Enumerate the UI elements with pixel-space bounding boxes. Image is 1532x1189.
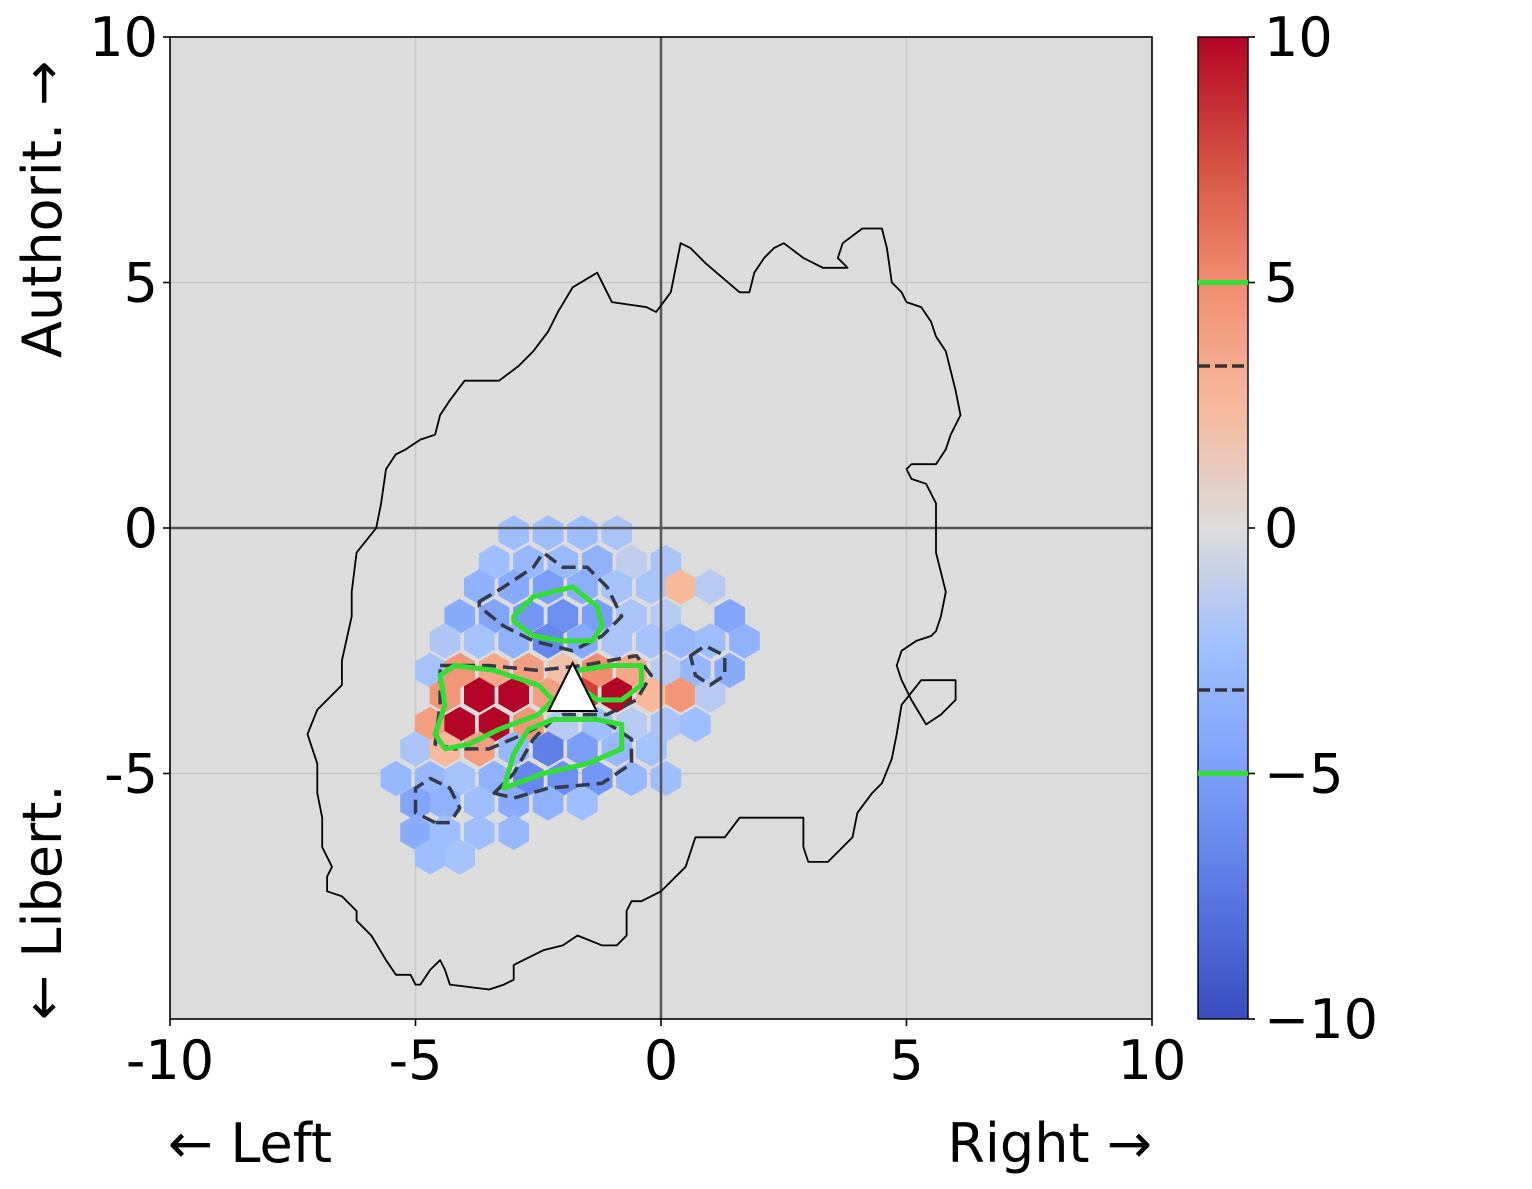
hex-cell xyxy=(694,569,726,605)
hex-cell xyxy=(694,623,726,659)
hex-cell xyxy=(444,652,475,689)
colorbar-tick-label: 10 xyxy=(1264,6,1333,69)
hex-cell xyxy=(380,760,412,797)
hex-cell xyxy=(498,677,529,713)
y-tick-label: 10 xyxy=(89,6,158,69)
hex-cell xyxy=(567,515,598,551)
hex-cell xyxy=(650,652,682,689)
hex-cell xyxy=(581,652,613,689)
hex-cell xyxy=(601,623,633,659)
colorbar-tick-label: 5 xyxy=(1264,252,1298,315)
x-axis-label-right: Right → xyxy=(947,1112,1152,1175)
triangle-marker-shape xyxy=(547,660,599,713)
triangle-marker xyxy=(547,660,599,713)
hex-cell xyxy=(464,785,495,821)
contour-dashed xyxy=(477,550,624,653)
hex-cell xyxy=(650,706,682,743)
hex-cell xyxy=(498,569,529,605)
x-ticks: -10 -5 0 5 10 xyxy=(126,1019,1186,1092)
hex-cell xyxy=(665,677,696,713)
hex-cell xyxy=(478,544,510,580)
hex-cell xyxy=(414,652,446,689)
hex-cell xyxy=(567,731,598,767)
hex-cell xyxy=(581,760,613,797)
colorbar-tick-label: −5 xyxy=(1264,743,1344,806)
hex-cell xyxy=(444,706,475,743)
x-tick-label: -5 xyxy=(389,1029,443,1092)
hex-cell xyxy=(444,598,475,635)
contour-dashed xyxy=(433,653,653,751)
hex-cell xyxy=(498,814,529,851)
hex-cell xyxy=(429,623,461,659)
hex-cell xyxy=(714,598,745,635)
hex-cell xyxy=(650,598,682,635)
hex-cell xyxy=(729,623,760,659)
contour-solid-green xyxy=(501,717,625,791)
hex-cell xyxy=(680,706,711,743)
distribution-outline xyxy=(306,227,962,991)
hex-cell xyxy=(601,677,633,713)
zero-axis-lines xyxy=(170,37,1152,1019)
hex-cell xyxy=(665,623,696,659)
colorbar xyxy=(1197,36,1249,1020)
y-tick-label: 0 xyxy=(124,497,158,560)
x-tick-label: 10 xyxy=(1118,1029,1187,1092)
hex-cell xyxy=(464,623,495,659)
colorbar-tick-label: 0 xyxy=(1264,497,1298,560)
contour-solid-green xyxy=(432,663,556,752)
y-ticks: -5 0 5 10 xyxy=(89,6,170,806)
outline-path xyxy=(306,227,962,991)
colorbar-ticks: 10 5 0 −5 −10 xyxy=(1248,6,1378,1051)
x-tick-label: -10 xyxy=(126,1029,214,1092)
hex-cell xyxy=(414,839,446,875)
hex-cell xyxy=(547,544,579,580)
hex-cell xyxy=(601,569,633,605)
hex-cell xyxy=(532,515,564,551)
hex-cell xyxy=(567,785,598,821)
hex-cell xyxy=(601,515,633,551)
hex-cell xyxy=(498,515,529,551)
colorbar-tick-label: −10 xyxy=(1264,988,1378,1051)
hex-cell xyxy=(635,569,667,605)
contour-dashed xyxy=(492,717,634,800)
hex-cell xyxy=(665,569,696,605)
hex-cell xyxy=(532,731,564,767)
hex-cell xyxy=(464,731,495,767)
hex-cell xyxy=(635,623,667,659)
y-tick-label: 5 xyxy=(124,252,158,315)
x-tick-label: 0 xyxy=(644,1029,678,1092)
contour-lines xyxy=(413,550,727,825)
contour-dashed xyxy=(413,776,462,825)
y-axis-label-top: Authorit. → xyxy=(11,60,74,358)
hex-cell xyxy=(650,760,682,797)
hex-cell xyxy=(547,598,579,635)
x-tick-label: 5 xyxy=(889,1029,923,1092)
hex-cell xyxy=(616,544,647,580)
hex-cell xyxy=(400,814,431,851)
contour-solid-green xyxy=(511,584,605,644)
hex-cell xyxy=(464,677,495,713)
hex-cell xyxy=(444,839,475,875)
hex-cell xyxy=(498,623,529,659)
y-tick-label: -5 xyxy=(104,743,158,806)
hex-cell xyxy=(532,785,564,821)
hex-cell xyxy=(464,814,495,851)
colorbar-contour-markers xyxy=(1198,280,1248,776)
hex-cell xyxy=(513,544,544,580)
hex-cell xyxy=(650,544,682,580)
hex-cell xyxy=(400,731,431,767)
hex-cell xyxy=(567,569,598,605)
contour-dashed xyxy=(688,644,727,687)
hex-cell xyxy=(444,760,475,797)
y-axis-label-bottom: ← Libert. xyxy=(11,784,74,1020)
hex-cell xyxy=(694,677,726,713)
hex-cell xyxy=(616,598,647,635)
hex-cell xyxy=(714,652,745,689)
hex-cell xyxy=(635,731,667,767)
x-axis-label-left: ← Left xyxy=(168,1112,332,1175)
